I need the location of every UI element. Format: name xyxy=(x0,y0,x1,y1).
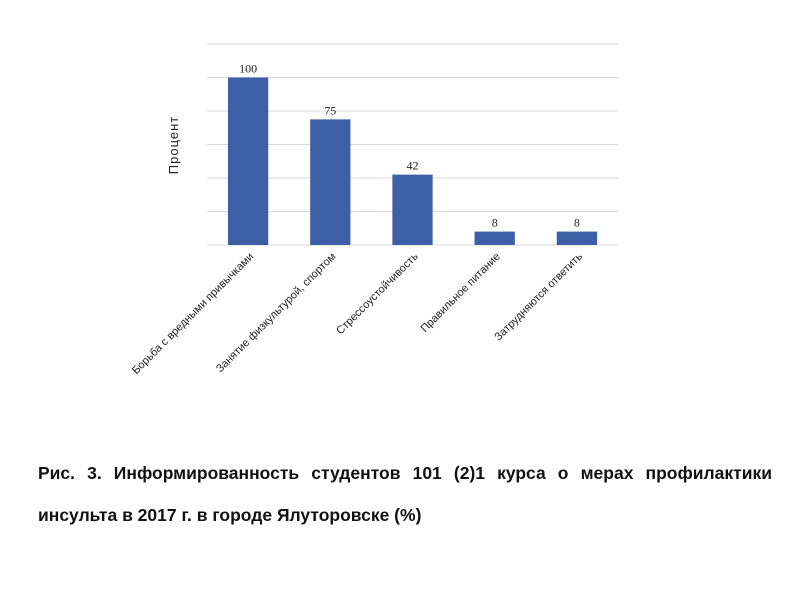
bar xyxy=(556,231,598,245)
bars xyxy=(227,77,598,245)
bar xyxy=(392,174,433,245)
x-tick-label: Стрессоустойчивость xyxy=(334,250,421,337)
value-labels: 100 75 42 8 8 xyxy=(239,62,580,230)
data-label: 8 xyxy=(492,216,498,230)
data-label: 100 xyxy=(239,62,257,76)
data-label: 42 xyxy=(407,159,419,173)
bar xyxy=(227,77,269,245)
bar-chart: 100 75 42 8 8 Борьба с вредными привычкамиЗа… xyxy=(130,43,618,377)
data-label: 8 xyxy=(574,216,580,230)
y-axis-label: Процент xyxy=(166,116,181,174)
data-label: 75 xyxy=(324,103,336,117)
figure-caption: Рис. 3. Информированность студентов 101 … xyxy=(38,463,772,525)
x-tick-label: Правильное питание xyxy=(419,251,503,335)
x-tick-label: Затрудняются ответить xyxy=(492,250,585,343)
bar xyxy=(310,119,351,245)
bar xyxy=(474,231,515,245)
